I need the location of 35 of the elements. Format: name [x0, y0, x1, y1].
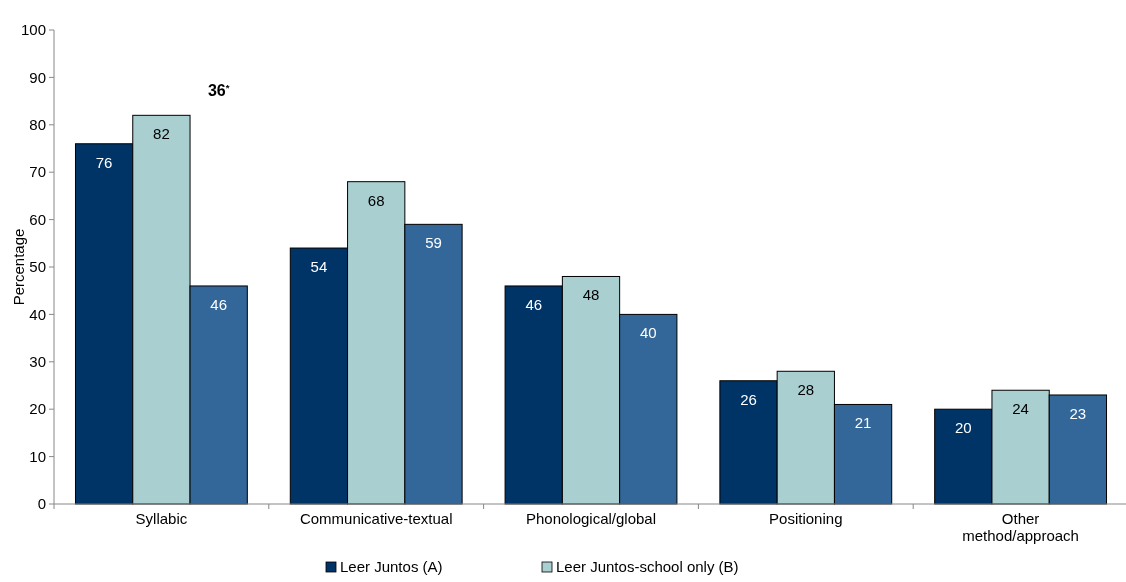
data-label: 68	[367, 191, 385, 209]
y-tick-label: 0	[37, 495, 46, 513]
annotation: 36$^{*}$	[207, 81, 230, 99]
data-label: 48	[582, 286, 600, 304]
y-tick-label: 80	[29, 116, 46, 134]
data-label: 21	[854, 414, 872, 432]
x-tick-label: Communicative-textual	[299, 510, 453, 527]
y-tick-label: 50	[29, 258, 46, 276]
y-axis-title: Percentage	[10, 228, 27, 306]
x-tick-label: Positioning	[769, 510, 843, 527]
x-tick-label: Syllabic	[135, 510, 188, 527]
data-label: 59	[425, 234, 442, 252]
y-tick-label: 30	[29, 353, 46, 371]
x-tick-label: Other method/approach	[962, 510, 1079, 544]
y-tick-label: 70	[29, 163, 46, 181]
data-label: 20	[954, 419, 972, 437]
y-tick-label: 40	[29, 305, 46, 323]
data-label: 26	[740, 390, 757, 408]
x-tick-label: Phonological/global	[525, 510, 657, 527]
data-label: 46	[525, 295, 543, 313]
data-label: 46	[210, 295, 228, 313]
y-tick-label: 20	[29, 400, 46, 418]
data-label: 28	[797, 381, 815, 399]
data-label: 24	[1012, 400, 1029, 418]
y-tick-label: 10	[29, 447, 46, 465]
legend-label: Leer Juntos-school only (B)	[556, 558, 739, 575]
data-label: 40	[639, 324, 657, 342]
data-label: 76	[95, 153, 113, 171]
data-label: 82	[153, 125, 170, 143]
y-tick-label: 60	[29, 210, 46, 228]
y-tick-label: 90	[29, 68, 46, 86]
legend-label: Leer Juntos (A)	[340, 558, 443, 575]
data-label: 23	[1069, 404, 1087, 422]
data-label: 54	[310, 258, 328, 276]
y-tick-label: 100	[20, 21, 46, 39]
